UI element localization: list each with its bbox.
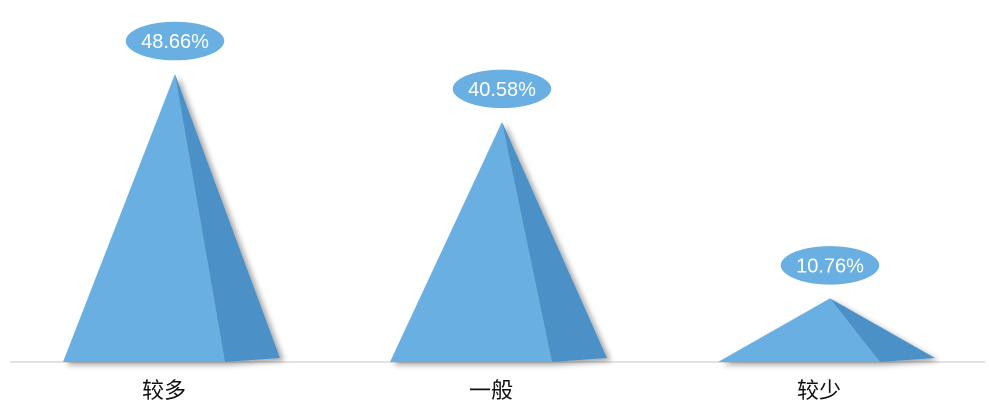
data-label: 48.66% bbox=[141, 31, 209, 53]
pyramid-bar-2 bbox=[390, 121, 607, 362]
pyramid-side-face bbox=[830, 298, 935, 362]
pyramid-side-face bbox=[502, 121, 607, 362]
pyramid-side-face bbox=[175, 74, 280, 362]
pyramid-bar-3 bbox=[718, 298, 935, 362]
pyramid-front-face bbox=[390, 121, 552, 362]
data-label: 40.58% bbox=[468, 79, 536, 101]
pyramid-front-face bbox=[718, 298, 880, 362]
data-label: 10.76% bbox=[796, 255, 864, 277]
pyramid-bar-1 bbox=[63, 74, 280, 362]
chart-marks: 48.66% 较多 40.58% 一般 10.76% 较少 bbox=[63, 20, 935, 404]
category-label: 较少 bbox=[797, 379, 841, 404]
data-label-bubble bbox=[779, 244, 881, 287]
pyramid-front-face bbox=[63, 74, 225, 362]
category-label: 较多 bbox=[142, 379, 186, 404]
category-label: 一般 bbox=[469, 379, 513, 404]
data-label-bubble bbox=[124, 20, 226, 62]
data-label-bubble bbox=[451, 68, 553, 110]
